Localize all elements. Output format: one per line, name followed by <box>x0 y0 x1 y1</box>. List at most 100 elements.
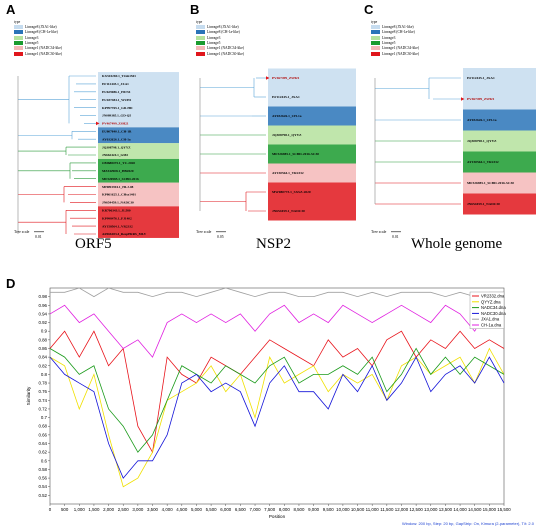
x-tick-label: 500 <box>61 507 69 512</box>
legend-label: Lineage8 (JXA1-like) <box>207 25 239 30</box>
clade-shading <box>463 109 536 131</box>
x-tick-label: 3,000 <box>132 507 144 512</box>
legend-item: Lineage8 (JXA1-like) <box>14 25 62 30</box>
panel-letter-d: D <box>6 276 16 291</box>
phylo-tree-nsp2: PV467499_ZSH21 EF112445.1_JXA1 AY032626.1_… <box>196 68 356 248</box>
taxon-label: PV467499_ZSH21 <box>467 97 495 101</box>
legend-item: Lineage1 (NADC34-like) <box>371 46 419 51</box>
legend-title: type <box>371 20 378 24</box>
panel-letter-b: B <box>190 2 200 17</box>
legend-item: Lineage5 <box>371 40 419 46</box>
plot-legend-label: CH-1a.dna <box>481 323 502 328</box>
legend-label: Lineage3 <box>207 35 221 40</box>
panel-letter-c: C <box>364 2 374 17</box>
taxon-label: JN654459.1_NADC30 <box>272 209 305 213</box>
phylo-tree-orf5: KX510269.1_TJnh1501 EF112445.1_JXA1 EU6290… <box>14 68 179 248</box>
clade-shading <box>463 193 536 215</box>
legend-item: Lineage3 <box>196 35 244 40</box>
x-tick-label: 3,500 <box>147 507 159 512</box>
similarity-plot: 0.52 0.54 0.56 0.58 0.6 0.62 0.64 0.66 0.68 0.7 0.… <box>26 287 535 526</box>
x-tick-label: 12,500 <box>409 507 423 512</box>
clade-shading <box>98 143 179 159</box>
y-tick-label: 0.76 <box>38 389 47 394</box>
y-tick-label: 0.56 <box>38 476 47 481</box>
y-tick-label: 0.6 <box>41 458 48 463</box>
series-line-vr2332-dna <box>49 330 505 454</box>
taxon-label: PV467499_ZSH21 <box>102 122 129 126</box>
clade-shading <box>98 206 179 238</box>
x-tick-label: 15,000 <box>483 507 497 512</box>
legend-swatch <box>371 41 380 46</box>
taxon-label: MF326985.1_SCBD-2016-SC30 <box>467 181 514 185</box>
legend-label: Lineage5 <box>382 41 396 46</box>
y-tick-label: 0.52 <box>38 493 47 498</box>
legend-item: Lineage8 (CH-1a-like) <box>371 30 419 35</box>
y-tick-label: 0.62 <box>38 450 47 455</box>
taxon-label: AY032626.1_CH-1a <box>467 118 497 122</box>
legend-swatch <box>371 25 380 30</box>
taxon-label: JQ308798.1_QYYZ <box>272 133 302 137</box>
taxon-label: JN662424.1_GM2 <box>102 153 128 157</box>
y-axis-label: Similarity <box>26 386 31 405</box>
legend-item: Lineage1 (NADC30-like) <box>196 51 244 56</box>
y-tick-label: 0.74 <box>38 398 47 403</box>
legend-swatch <box>196 25 205 30</box>
taxon-label: PV467499_ZSH21 <box>272 76 300 80</box>
x-tick-label: 8,500 <box>293 507 305 512</box>
legend-item: Lineage8 (CH-1a-like) <box>196 30 244 35</box>
y-tick-label: 0.88 <box>38 337 47 342</box>
legend-title: type <box>14 20 21 24</box>
y-tick-label: 0.54 <box>38 484 47 489</box>
x-tick-label: 2,000 <box>103 507 115 512</box>
legend-label: Lineage8 (JXA1-like) <box>382 25 414 30</box>
x-tick-label: 7,000 <box>250 507 262 512</box>
taxon-label: MZ342908.1_HB2020 <box>102 169 134 173</box>
x-tick-label: 6,500 <box>235 507 247 512</box>
legend-label: Lineage5 <box>25 41 39 46</box>
legend-swatch <box>196 46 205 51</box>
highlight-marker <box>96 121 100 126</box>
tree-scale-label: Tree scale <box>14 230 30 234</box>
clade-shading <box>98 127 179 144</box>
series-line-nadc34-dna <box>49 347 505 453</box>
x-tick-label: 1,500 <box>88 507 100 512</box>
y-tick-label: 0.7 <box>41 415 48 420</box>
plot-legend-label: NADC34.dna <box>481 305 506 310</box>
legend-swatch <box>14 35 23 40</box>
highlight-marker <box>266 76 270 80</box>
legend-c: type Lineage8 (JXA1-like) Lineage8 (CH-1a… <box>371 20 419 56</box>
taxon-label: JQ308798.1_QYYZ <box>102 145 131 149</box>
legend-swatch <box>14 51 23 56</box>
taxon-label: AY150564.1_VR2332 <box>102 224 133 228</box>
tree-scale-label: Tree scale <box>371 230 387 234</box>
taxon-label: KX510269.1_TJnh1501 <box>102 74 136 78</box>
taxon-label: EF112445.1_JXA1 <box>102 82 129 86</box>
legend-label: Lineage8 (CH-1a-like) <box>207 30 240 35</box>
x-tick-label: 11,500 <box>380 507 394 512</box>
legend-item: Lineage8 (CH-1a-like) <box>14 30 62 35</box>
taxon-label: AY150564.1_VR2332 <box>467 160 499 164</box>
legend-label: Lineage1 (NADC30-like) <box>382 51 420 56</box>
caption-nsp2: NSP2 <box>256 236 292 252</box>
plot-frame <box>49 287 505 505</box>
y-tick-label: 0.66 <box>38 432 47 437</box>
taxon-label: EF112445.1_JXA1 <box>467 76 495 80</box>
caption-orf5: ORF5 <box>75 236 112 252</box>
x-tick-label: 4,500 <box>176 507 188 512</box>
taxon-label: MF326985.1_SCBD-2016 <box>102 177 139 181</box>
x-tick-label: 2,500 <box>118 507 130 512</box>
clade-shading <box>268 144 356 164</box>
taxon-label: EU629086.1_HUN4 <box>102 90 131 94</box>
taxon-label: JQ308798.1_QYYZ <box>467 139 497 143</box>
series-line-nadc30-dna <box>49 356 505 479</box>
y-tick-label: 0.98 <box>38 294 47 299</box>
taxon-label: MF326985.1_SCBD-2016-SC30 <box>272 152 319 156</box>
y-tick-label: 0.86 <box>38 346 47 351</box>
taxon-label: EU187484.1_WUH1 <box>102 98 132 102</box>
taxon-label: JN654459.1_NADC30 <box>102 201 134 205</box>
legend-item: Lineage5 <box>14 40 62 46</box>
clade-shading <box>268 68 356 107</box>
clade-shading <box>268 163 356 183</box>
taxon-label: KP998476.1_FJ1402 <box>102 216 132 220</box>
x-tick-label: 11,000 <box>366 507 380 512</box>
